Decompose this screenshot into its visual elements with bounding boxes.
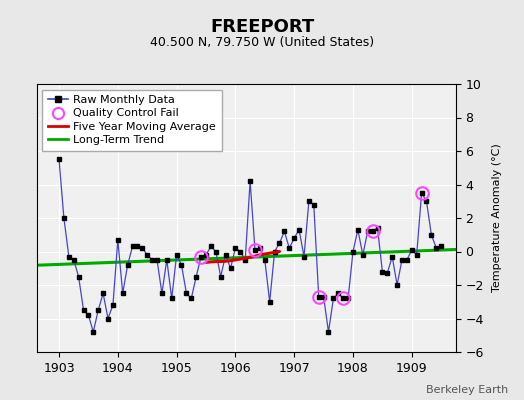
Legend: Raw Monthly Data, Quality Control Fail, Five Year Moving Average, Long-Term Tren: Raw Monthly Data, Quality Control Fail, … <box>42 90 222 151</box>
Text: Berkeley Earth: Berkeley Earth <box>426 385 508 395</box>
Y-axis label: Temperature Anomaly (°C): Temperature Anomaly (°C) <box>493 144 503 292</box>
Text: FREEPORT: FREEPORT <box>210 18 314 36</box>
Text: 40.500 N, 79.750 W (United States): 40.500 N, 79.750 W (United States) <box>150 36 374 49</box>
